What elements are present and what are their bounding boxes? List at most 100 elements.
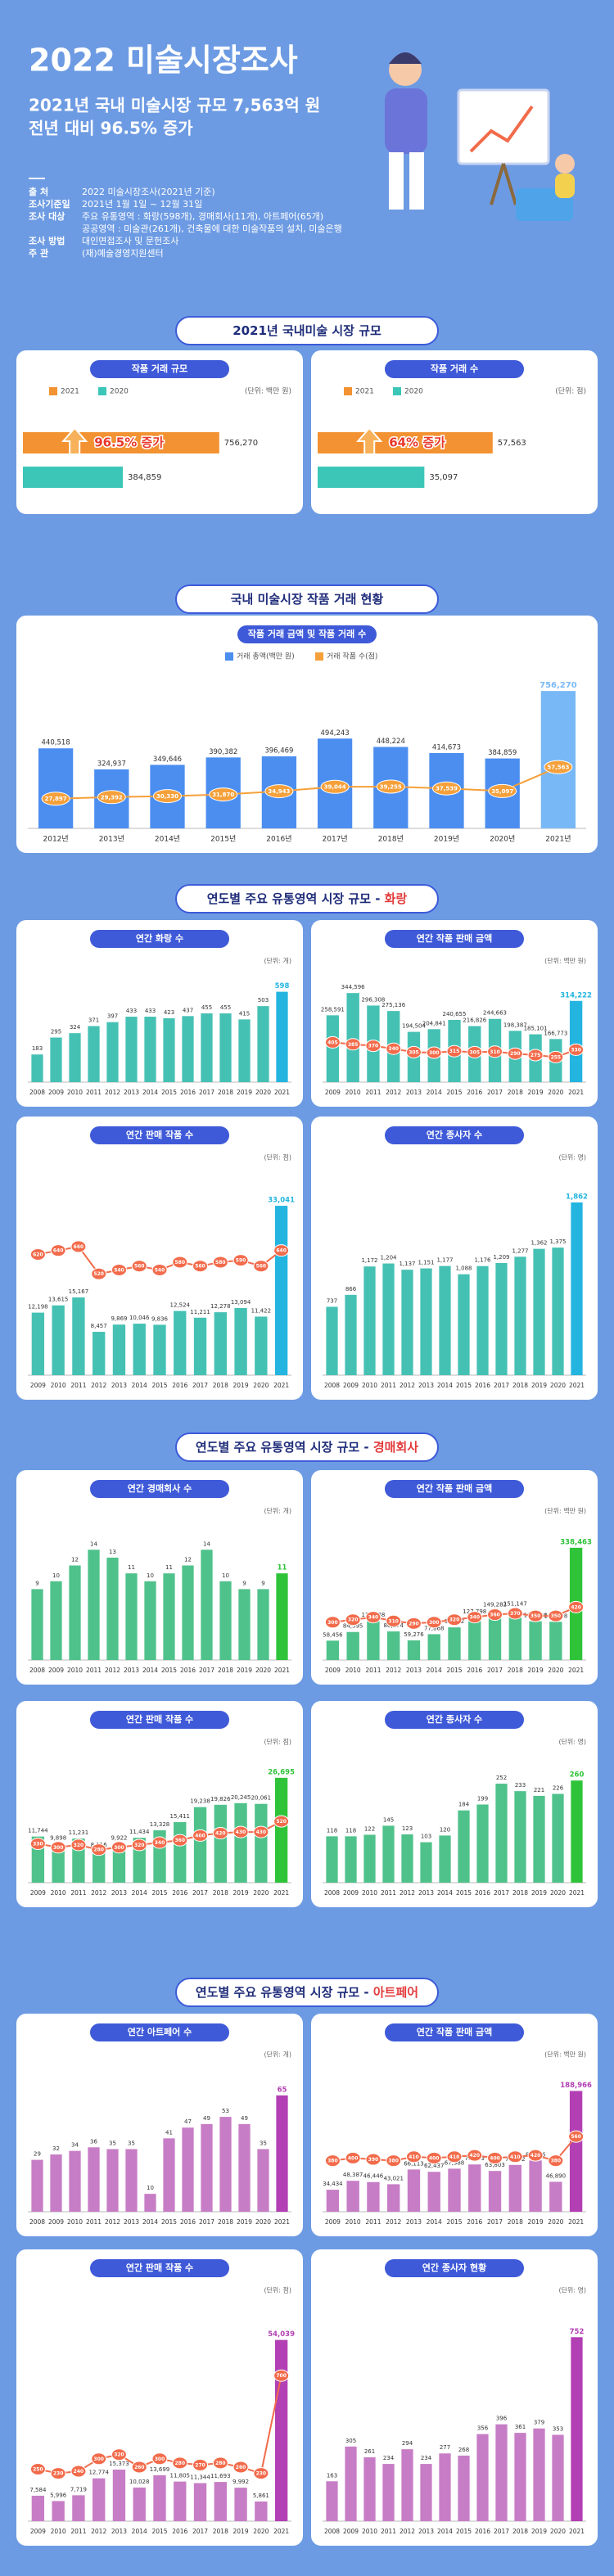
value-label: 9,992 [233, 2479, 249, 2485]
bar [69, 2150, 81, 2212]
point-label: 640 [276, 1248, 287, 1254]
value-label: 15,411 [170, 1813, 191, 1820]
point-label: 350 [551, 1613, 562, 1619]
value-label: 11,231 [69, 1829, 89, 1836]
info-text: 2022 미술시장조사(2021년 기준) [82, 187, 215, 197]
x-tick-label: 2011 [381, 1382, 396, 1389]
unit-label: (단위: 개) [264, 2050, 291, 2059]
point-label: 340 [368, 1615, 379, 1621]
point-label: 620 [33, 1252, 43, 1257]
x-tick-label: 2011 [70, 2528, 86, 2535]
chart-title: 연간 작품 판매 금액 [417, 932, 492, 944]
point-label: 340 [155, 1840, 165, 1846]
x-tick-label: 2018년 [378, 835, 404, 844]
x-tick-label: 2016 [172, 1889, 187, 1897]
value-label: 260 [570, 1771, 585, 1780]
bar [540, 691, 576, 828]
x-tick-label: 2010 [51, 1889, 66, 1897]
line-point [29, 2463, 46, 2475]
value-label: 324,937 [97, 760, 126, 768]
bar [326, 2481, 338, 2521]
info-label: 조사기준일 [29, 198, 70, 210]
bar [31, 1589, 43, 1660]
value-label: 7,584 [29, 2487, 47, 2493]
bar [458, 2455, 470, 2521]
point-label: 300 [93, 2456, 104, 2462]
line-point [568, 1043, 585, 1056]
bar [345, 1836, 357, 1883]
point-label: 320 [449, 1617, 460, 1623]
line-point [365, 1040, 381, 1053]
x-tick-label: 2011 [86, 2218, 102, 2226]
value-label: 12 [71, 1557, 79, 1563]
point-label: 400 [490, 2155, 500, 2161]
value-label: 9,922 [111, 1834, 127, 1841]
bar [238, 1019, 251, 1082]
point-label: 30,330 [156, 793, 178, 800]
value-label: 46,446 [363, 2173, 384, 2180]
value-label: 414,673 [432, 743, 461, 751]
line-point [507, 1047, 523, 1060]
x-tick-label: 2017 [487, 2218, 503, 2226]
value-label: 455 [201, 1004, 212, 1011]
value-label: 20,061 [251, 1795, 272, 1802]
value-label: 35,097 [429, 473, 458, 482]
section-title: 연도별 주요 유통영역 시장 규모 - 경매회사 [196, 1440, 418, 1455]
point-label: 250 [33, 2467, 43, 2473]
bar [439, 2453, 451, 2521]
value-label: 10 [222, 1572, 229, 1579]
bar [439, 1835, 451, 1883]
x-tick-label: 2017 [494, 1382, 509, 1389]
line-point [97, 790, 126, 805]
unit-label: (단위: 백만 원) [245, 387, 291, 396]
point-label: 305 [470, 1049, 481, 1055]
value-label: 1,172 [361, 1257, 377, 1264]
x-tick-label: 2020 [253, 1889, 269, 1897]
value-label: 12,278 [210, 1303, 231, 1310]
value-label: 118 [345, 1827, 356, 1834]
bar [52, 2501, 65, 2521]
point-label: 39,044 [324, 784, 346, 791]
bar [219, 1581, 232, 1660]
x-tick-label: 2015 [151, 1382, 167, 1389]
bar [219, 2117, 232, 2212]
chart-title-box [385, 930, 524, 948]
chart-title-box [90, 1126, 229, 1144]
value-label: 11,744 [28, 1828, 48, 1834]
bar [569, 2091, 583, 2212]
bar [363, 1266, 376, 1375]
point-label: 230 [256, 2471, 267, 2477]
line-point [131, 1838, 147, 1852]
point-label: 320 [134, 1843, 145, 1848]
point-label: 310 [490, 1049, 500, 1055]
bar [276, 1573, 288, 1660]
x-tick-label: 2012 [386, 1089, 401, 1096]
value-label: 10,046 [129, 1315, 150, 1321]
value-label: 9,898 [50, 1834, 66, 1841]
x-tick-label: 2009 [48, 1089, 64, 1096]
x-tick-label: 2015년 [210, 835, 236, 844]
x-tick-label: 2017 [192, 1382, 208, 1389]
legend-swatch [98, 387, 106, 395]
x-tick-label: 2015 [446, 1667, 462, 1674]
line-point [467, 1045, 483, 1058]
bar [571, 1780, 583, 1883]
x-tick-label: 2011 [365, 1089, 381, 1096]
bar [125, 1017, 138, 1082]
line-point [151, 1836, 168, 1849]
line-point [192, 2458, 209, 2471]
value-label: 384,859 [488, 749, 517, 757]
line-point [426, 1616, 442, 1629]
bar [153, 1324, 166, 1375]
x-tick-label: 2021 [273, 1889, 289, 1897]
line-point [50, 1841, 66, 1854]
value-label: 240,655 [443, 1011, 467, 1017]
value-label: 43,021 [383, 2175, 404, 2181]
value-label: 10 [147, 1572, 154, 1579]
value-label: 33,041 [268, 1197, 295, 1205]
value-label: 338,463 [560, 1538, 592, 1546]
value-label: 54,039 [268, 2330, 295, 2339]
value-label: 353 [553, 2426, 563, 2433]
value-label: 1,362 [530, 1240, 547, 1247]
bar [193, 2483, 207, 2521]
